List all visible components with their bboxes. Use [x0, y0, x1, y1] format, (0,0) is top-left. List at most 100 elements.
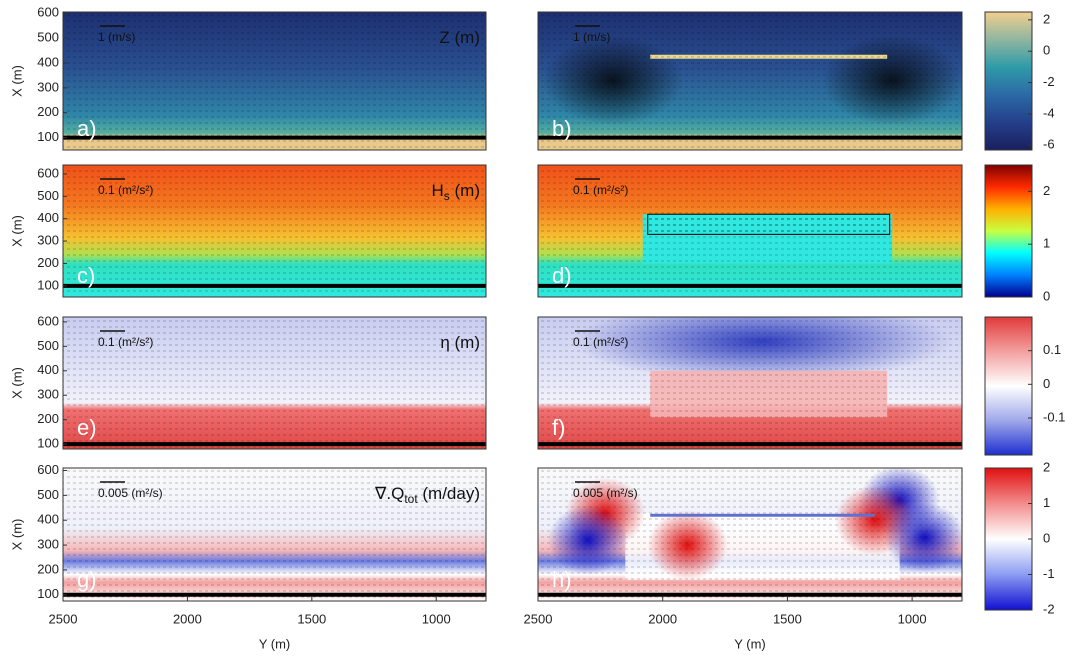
y-tick-label: 400 [37, 54, 59, 69]
frame [62, 164, 487, 298]
cbar-tick-label: -1 [1043, 566, 1055, 581]
cbar-tick-label: 2 [1043, 183, 1050, 198]
quiver [538, 12, 962, 150]
y-tick-label: 100 [37, 129, 59, 144]
frame [537, 11, 963, 151]
frame [537, 467, 963, 602]
panel [538, 165, 962, 297]
colorbar [984, 467, 1033, 611]
x-tick-label: 2000 [648, 611, 677, 626]
cbar-tick-label: -0.1 [1043, 409, 1065, 424]
y-tick-label: 600 [37, 165, 59, 180]
y-axis-label: X (m) [9, 215, 24, 247]
title-sub: tot [404, 492, 418, 506]
y-tick-label: 200 [37, 411, 59, 426]
frame [537, 316, 963, 450]
y-axis-label: X (m) [9, 65, 24, 97]
y-tick-label: 500 [37, 338, 59, 353]
y-tick-label: 300 [37, 79, 59, 94]
x-tick-label: 2000 [173, 611, 202, 626]
x-tick-label: 1500 [297, 611, 326, 626]
panel-title: η (m) [440, 333, 480, 352]
panel [538, 317, 962, 449]
panel [538, 12, 962, 150]
arrow-label: 0.005 (m²/s) [98, 486, 163, 500]
quiver [63, 12, 486, 150]
y-tick-label: 200 [37, 561, 59, 576]
y-tick-label: 300 [37, 233, 59, 248]
quiver [538, 165, 962, 297]
cbar-tick-label: 0 [1043, 288, 1050, 303]
cbar-tick-label: 1 [1043, 236, 1050, 251]
y-tick-label: 400 [37, 210, 59, 225]
quiver [63, 317, 486, 449]
y-tick-label: 300 [37, 537, 59, 552]
y-tick-label: 600 [37, 5, 59, 20]
colorbar [984, 316, 1033, 456]
cbar-tick-label: -2 [1043, 601, 1055, 616]
y-tick-label: 600 [37, 462, 59, 477]
x-axis-label: Y (m) [259, 636, 291, 651]
frame [62, 11, 487, 151]
frame [62, 467, 487, 602]
quiver [63, 468, 486, 601]
cbar-tick-label: -4 [1043, 105, 1055, 120]
y-axis-label: X (m) [9, 367, 24, 399]
panel [63, 468, 486, 601]
title-main: ∇.Q [374, 484, 404, 503]
panel-label: a) [77, 116, 97, 141]
panel-label: e) [77, 415, 97, 440]
cbar-tick-label: -2 [1043, 74, 1055, 89]
arrow-label: 0.005 (m²/s) [573, 486, 638, 500]
frame [62, 316, 487, 450]
arrow-label: 0.1 (m²/s²) [98, 183, 153, 197]
cbar-tick-label: 0.1 [1043, 342, 1061, 357]
panel-title: Hs (m) [432, 181, 481, 203]
title-sub: s [444, 189, 450, 203]
panel [63, 165, 486, 297]
y-tick-label: 100 [37, 436, 59, 451]
y-tick-label: 400 [37, 512, 59, 527]
x-tick-label: 1500 [773, 611, 802, 626]
cbar-tick-label: 0 [1043, 43, 1050, 58]
arrow-label: 0.1 (m²/s²) [98, 335, 153, 349]
title-main: H [432, 181, 444, 200]
y-tick-label: 500 [37, 188, 59, 203]
cbar-tick-label: 2 [1043, 459, 1050, 474]
cbar-tick-label: 1 [1043, 495, 1050, 510]
x-tick-label: 1000 [422, 611, 451, 626]
arrow-label: 1 (m/s) [98, 30, 135, 44]
y-tick-label: 600 [37, 313, 59, 328]
quiver [538, 317, 962, 449]
cbar-tick-label: 0 [1043, 376, 1050, 391]
y-axis-label: X (m) [9, 519, 24, 551]
y-tick-label: 300 [37, 387, 59, 402]
arrow-label: 0.1 (m²/s²) [573, 335, 628, 349]
panel-label: d) [552, 263, 572, 288]
colorbar [984, 11, 1033, 151]
panel [63, 12, 486, 150]
arrow-label: 0.1 (m²/s²) [573, 183, 628, 197]
quiver [63, 165, 486, 297]
y-tick-label: 500 [37, 30, 59, 45]
title-rest: (m) [450, 181, 480, 200]
y-tick-label: 100 [37, 277, 59, 292]
panel-label: g) [77, 567, 97, 592]
title-rest: (m/day) [418, 484, 480, 503]
y-tick-label: 200 [37, 104, 59, 119]
x-tick-label: 2500 [524, 611, 553, 626]
title-main: Z (m) [439, 28, 480, 47]
panel-label: c) [77, 263, 95, 288]
panel-title: ∇.Qtot (m/day) [374, 484, 480, 506]
arrow-label: 1 (m/s) [573, 30, 610, 44]
cbar-tick-label: 2 [1043, 11, 1050, 26]
panel-label: h) [552, 567, 572, 592]
y-tick-label: 200 [37, 255, 59, 270]
quiver [538, 468, 962, 601]
panel-label: b) [552, 116, 572, 141]
panel [538, 468, 962, 601]
panel-title: Z (m) [439, 28, 480, 47]
cbar-tick-label: -6 [1043, 137, 1055, 152]
x-tick-label: 2500 [49, 611, 78, 626]
